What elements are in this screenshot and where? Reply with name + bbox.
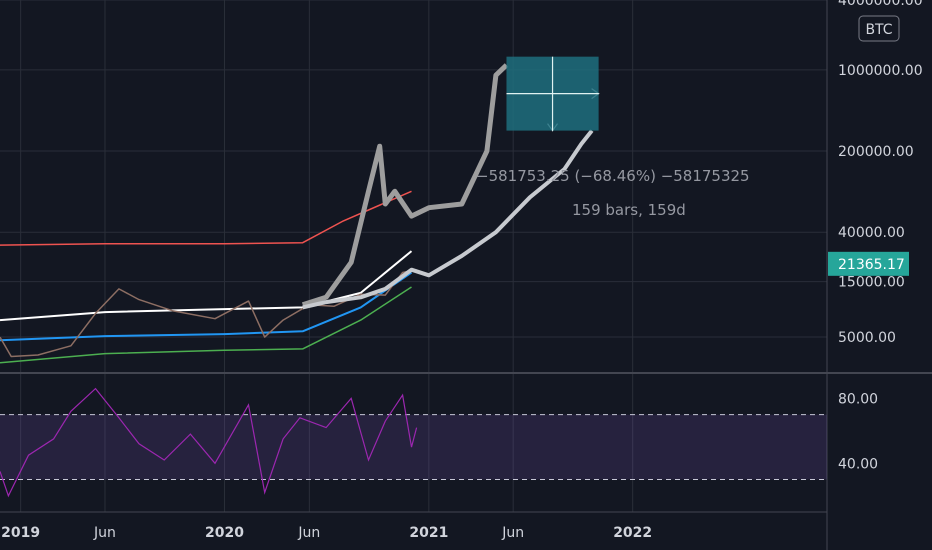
time-tick-0: 2019 bbox=[1, 525, 40, 541]
rsi-line bbox=[0, 387, 418, 498]
series-blue-band bbox=[0, 271, 413, 342]
time-tick-3: Jun bbox=[297, 525, 320, 541]
price-axis[interactable]: 4000000.00 1000000.00 200000.00 40000.00 150… bbox=[838, 0, 923, 346]
symbol-badge[interactable]: BTC bbox=[858, 15, 900, 42]
rsi-tick-0: 80.00 bbox=[838, 391, 878, 407]
rsi-tick-1: 40.00 bbox=[838, 456, 878, 472]
price-tick-5: 5000.00 bbox=[838, 330, 896, 346]
series-green-band bbox=[0, 286, 412, 364]
price-tick-4: 15000.00 bbox=[838, 275, 905, 291]
rsi-layer bbox=[0, 387, 827, 498]
measure-label-price: −581753.25 (−68.46%) −58175325 bbox=[476, 167, 750, 185]
time-tick-5: Jun bbox=[501, 525, 524, 541]
rsi-axis[interactable]: 80.00 40.00 bbox=[838, 391, 878, 472]
current-price-marker: 21365.17 bbox=[828, 251, 909, 276]
symbol-badge-frame bbox=[858, 15, 900, 42]
series-white-ma bbox=[0, 250, 413, 322]
series-red-band bbox=[0, 190, 412, 246]
price-tick-2: 200000.00 bbox=[838, 144, 914, 160]
series-layer bbox=[0, 63, 600, 364]
price-tick-3: 40000.00 bbox=[838, 225, 905, 241]
current-price-label: 21365.17 bbox=[838, 257, 905, 273]
symbol-badge-label: BTC bbox=[865, 22, 892, 38]
current-price-box bbox=[828, 251, 909, 276]
time-tick-2: 2020 bbox=[205, 525, 244, 541]
time-tick-6: 2022 bbox=[613, 525, 652, 541]
rsi-band bbox=[0, 414, 827, 480]
series-fractal-white bbox=[302, 129, 594, 310]
time-axis[interactable]: 2019 Jun 2020 Jun 2021 Jun 2022 bbox=[1, 525, 652, 541]
time-tick-1: Jun bbox=[93, 525, 116, 541]
price-tick-1: 1000000.00 bbox=[838, 63, 923, 79]
price-tick-0: 4000000.00 bbox=[838, 0, 923, 9]
time-tick-4: 2021 bbox=[409, 525, 448, 541]
measure-label-bars: 159 bars, 159d bbox=[572, 201, 686, 219]
series-fractal-gray bbox=[301, 63, 509, 308]
